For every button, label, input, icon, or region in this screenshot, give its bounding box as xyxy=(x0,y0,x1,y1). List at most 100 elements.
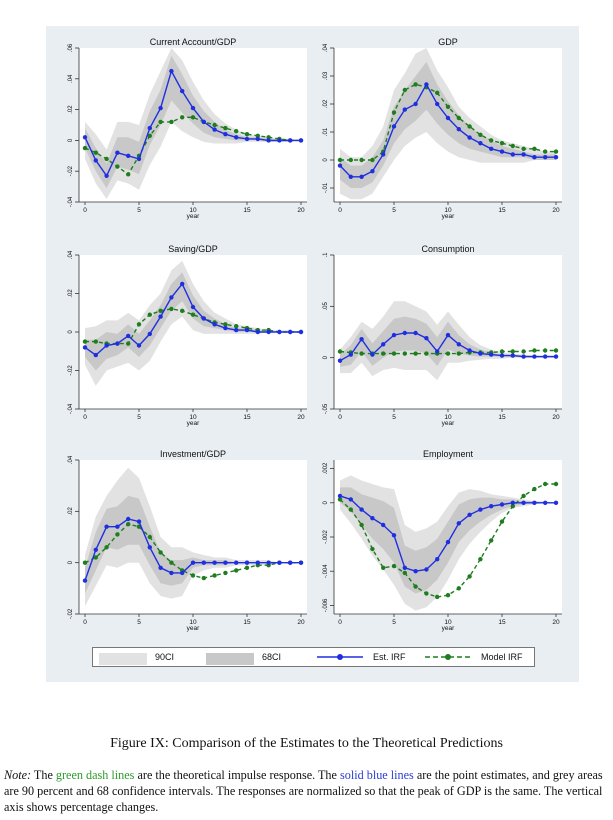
est-irf-line-point xyxy=(348,352,353,357)
est-irf-line-point xyxy=(266,138,271,143)
model-irf-line-point xyxy=(445,593,451,598)
est-irf-line-point xyxy=(413,569,418,574)
model-irf-line-point xyxy=(445,104,451,110)
y-tick-label: -.02 xyxy=(68,608,74,619)
model-irf-line-point xyxy=(435,90,440,96)
model-irf-line-point xyxy=(543,149,548,154)
model-irf-line-point xyxy=(370,546,375,552)
model-irf-line-point xyxy=(521,146,526,151)
model-irf-line-point xyxy=(147,312,152,317)
model-irf-line-point xyxy=(158,119,163,125)
x-tick-label: 15 xyxy=(498,414,506,421)
model-irf-line-point xyxy=(499,519,505,524)
note-green-text: green dash lines xyxy=(55,768,135,782)
model-irf-line-point xyxy=(381,565,386,570)
x-axis-label: year xyxy=(187,420,200,427)
est-irf-line-point xyxy=(190,304,196,310)
x-tick-label: 15 xyxy=(243,619,251,626)
model-irf-line-point xyxy=(391,351,397,356)
est-irf-line-point xyxy=(277,560,282,565)
model-irf-line-point xyxy=(234,129,239,134)
model-irf-line-point xyxy=(115,532,120,537)
model-irf-line-point xyxy=(467,124,472,129)
est-irf-line-point xyxy=(234,327,239,333)
model-irf-line-point xyxy=(337,157,343,163)
model-irf-line-point xyxy=(104,156,109,162)
model-irf-line-point xyxy=(402,570,407,576)
y-tick-label: .04 xyxy=(68,455,74,464)
est-irf-line-point xyxy=(190,560,196,565)
model-irf-line-point xyxy=(147,133,152,138)
est-irf-line-point xyxy=(521,500,526,505)
model-irf-line-point xyxy=(223,125,228,131)
x-tick-label: 0 xyxy=(83,414,87,421)
y-tick-label: .06 xyxy=(68,43,74,52)
est-irf-line-point xyxy=(244,136,250,142)
model-irf-line-point xyxy=(212,122,217,128)
y-tick-label: -.01 xyxy=(323,182,329,193)
model-irf-line-point xyxy=(499,141,505,146)
est-irf-line-point xyxy=(370,169,375,174)
model-irf-line-point xyxy=(370,157,375,163)
est-irf-line-point xyxy=(532,155,537,160)
est-irf-line-point xyxy=(467,135,472,140)
model-irf-line-point xyxy=(93,555,99,560)
est-irf-line-point xyxy=(82,135,88,140)
est-irf-line-point xyxy=(543,155,548,160)
legend-ci68-swatch xyxy=(206,653,254,665)
model-irf-line-point xyxy=(147,534,152,540)
est-irf-line-point xyxy=(445,539,451,545)
x-tick-label: 10 xyxy=(444,414,452,421)
model-irf-line-point xyxy=(413,351,418,356)
figure-caption: Figure IX: Comparison of the Estimates t… xyxy=(110,736,503,751)
model-irf-line-point xyxy=(244,132,250,137)
y-tick-label: 0 xyxy=(323,355,329,359)
x-tick-label: 5 xyxy=(137,619,141,626)
est-irf-line-point xyxy=(521,354,526,359)
legend: 90CI 68CI Est. IRF Model IRF xyxy=(92,647,535,667)
y-tick-label: -.004 xyxy=(323,564,329,578)
est-irf-line-point xyxy=(337,493,343,499)
y-tick-label: .1 xyxy=(323,252,329,258)
model-irf-line-point xyxy=(553,348,559,353)
note-part1: The xyxy=(33,768,56,782)
est-irf-line-point xyxy=(359,507,364,512)
x-tick-label: 5 xyxy=(392,207,396,214)
figure-note: Note: The green dash lines are the theor… xyxy=(4,767,606,815)
x-axis-label: year xyxy=(187,625,200,632)
x-tick-label: 20 xyxy=(297,619,305,626)
x-tick-label: 10 xyxy=(444,207,452,214)
model-irf-line-point xyxy=(126,172,131,177)
chart-panel-4: Investment/GDP -.02 0 .02 .04 0 5 10 15 20 year xyxy=(68,449,307,632)
x-tick-label: 0 xyxy=(338,619,342,626)
model-irf-line-point xyxy=(402,351,407,356)
est-irf-line-point xyxy=(126,153,131,158)
est-irf-line-point xyxy=(489,352,494,357)
est-irf-line-point xyxy=(499,353,505,358)
est-irf-line-point xyxy=(543,500,548,505)
est-irf-line-point xyxy=(456,521,461,526)
model-irf-line-point xyxy=(532,348,537,353)
est-irf-line-point xyxy=(298,138,304,143)
est-irf-line-point xyxy=(298,329,304,335)
chart-title: Employment xyxy=(423,449,474,459)
est-irf-line-point xyxy=(337,163,343,168)
est-irf-line-point xyxy=(104,173,109,178)
chart-panel-0: Current Account/GDP -.04 -.02 0 .02 .04 .06 0 5 1… xyxy=(68,37,307,220)
est-irf-line-point xyxy=(234,560,239,565)
model-irf-line-point xyxy=(104,545,109,550)
est-irf-line-point xyxy=(93,158,99,163)
x-tick-label: 15 xyxy=(498,207,506,214)
y-tick-label: .02 xyxy=(68,507,74,516)
est-irf-line-point xyxy=(478,507,483,512)
model-irf-line-point xyxy=(543,348,548,353)
legend-ci68-label: 68CI xyxy=(262,652,282,662)
model-irf-line-point xyxy=(212,573,217,578)
y-tick-label: .02 xyxy=(68,105,74,114)
est-irf-line-point xyxy=(201,119,206,125)
est-irf-line-point xyxy=(255,136,260,142)
x-tick-label: 0 xyxy=(83,207,87,214)
chart-panel-5: Employment -.006 -.004 -.002 0 .002 0 5 10 15 20 ye… xyxy=(323,449,562,632)
model-irf-line-point xyxy=(136,322,142,327)
model-irf-line-point xyxy=(234,324,239,329)
